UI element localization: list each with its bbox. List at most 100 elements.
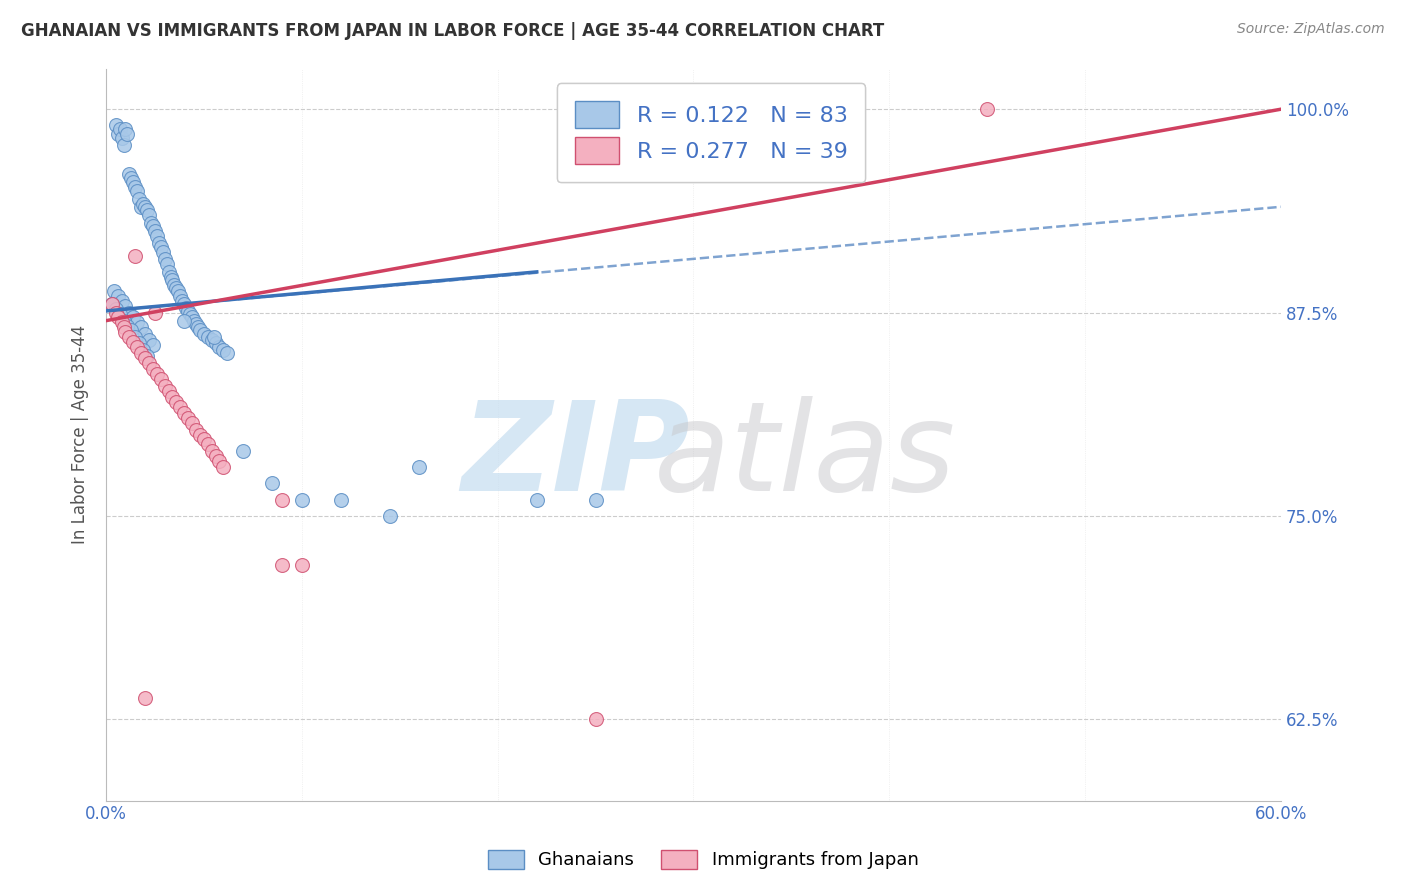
Point: [169, 400, 191, 414]
Point: [122, 334, 145, 349]
Point: [208, 340, 231, 354]
Point: [188, 323, 211, 337]
Point: [124, 180, 146, 194]
Point: [122, 175, 145, 189]
Point: [117, 127, 139, 141]
Point: [132, 343, 155, 357]
Point: [101, 297, 124, 311]
Point: [163, 277, 186, 292]
Text: Source: ZipAtlas.com: Source: ZipAtlas.com: [1237, 22, 1385, 37]
Point: [159, 269, 181, 284]
Point: [201, 443, 224, 458]
Point: [204, 449, 226, 463]
Point: [202, 330, 225, 344]
Point: [167, 285, 190, 299]
Point: [138, 356, 160, 370]
Point: [271, 492, 294, 507]
Point: [134, 691, 156, 706]
Point: [217, 346, 239, 360]
Point: [104, 119, 127, 133]
Point: [193, 326, 215, 341]
Point: [118, 330, 141, 344]
Point: [526, 492, 548, 507]
Point: [114, 121, 136, 136]
Point: [146, 229, 169, 244]
Point: [127, 340, 149, 354]
Point: [129, 200, 152, 214]
Point: [129, 320, 152, 334]
Point: [976, 102, 998, 116]
Point: [120, 323, 142, 337]
Point: [197, 330, 219, 344]
Point: [179, 307, 201, 321]
Point: [104, 302, 127, 317]
Point: [146, 368, 169, 382]
Point: [157, 265, 180, 279]
Point: [142, 219, 165, 234]
Point: [136, 350, 159, 364]
Point: [271, 558, 294, 572]
Point: [177, 304, 200, 318]
Point: [197, 437, 219, 451]
Point: [585, 712, 607, 726]
Point: [134, 200, 156, 214]
Point: [101, 297, 124, 311]
Point: [136, 202, 159, 217]
Point: [127, 184, 149, 198]
Point: [291, 492, 314, 507]
Point: [129, 346, 152, 360]
Point: [173, 406, 195, 420]
Point: [103, 285, 125, 299]
Point: [148, 235, 170, 250]
Point: [585, 492, 607, 507]
Point: [188, 427, 211, 442]
Point: [112, 138, 135, 153]
Point: [169, 289, 191, 303]
Point: [212, 460, 235, 475]
Point: [184, 317, 207, 331]
Point: [177, 411, 200, 425]
Point: [408, 460, 430, 475]
Point: [138, 333, 160, 347]
Point: [124, 330, 146, 344]
Point: [291, 558, 314, 572]
Point: [128, 192, 150, 206]
Point: [127, 315, 149, 329]
Legend: R = 0.122   N = 83, R = 0.277   N = 39: R = 0.122 N = 83, R = 0.277 N = 39: [557, 83, 865, 182]
Point: [108, 307, 131, 321]
Point: [378, 508, 401, 523]
Point: [174, 301, 197, 315]
Point: [165, 281, 187, 295]
Point: [134, 351, 156, 365]
Point: [139, 216, 162, 230]
Point: [112, 314, 135, 328]
Point: [165, 395, 187, 409]
Point: [172, 294, 194, 309]
Point: [101, 297, 124, 311]
Text: ZIP: ZIP: [461, 396, 690, 517]
Point: [108, 121, 131, 136]
Point: [181, 310, 204, 325]
Point: [117, 318, 139, 333]
Point: [184, 423, 207, 437]
Point: [110, 294, 132, 309]
Point: [107, 310, 129, 325]
Point: [208, 453, 231, 467]
Point: [128, 336, 150, 351]
Point: [193, 433, 215, 447]
Point: [138, 208, 160, 222]
Point: [149, 372, 172, 386]
Point: [204, 336, 226, 351]
Point: [187, 320, 209, 334]
Point: [118, 305, 141, 319]
Text: GHANAIAN VS IMMIGRANTS FROM JAPAN IN LABOR FORCE | AGE 35-44 CORRELATION CHART: GHANAIAN VS IMMIGRANTS FROM JAPAN IN LAB…: [21, 22, 884, 40]
Point: [201, 333, 224, 347]
Point: [232, 443, 254, 458]
Point: [142, 362, 165, 376]
Point: [124, 249, 146, 263]
Point: [173, 314, 195, 328]
Point: [173, 297, 195, 311]
Point: [110, 131, 132, 145]
Point: [118, 167, 141, 181]
Point: [262, 476, 284, 491]
